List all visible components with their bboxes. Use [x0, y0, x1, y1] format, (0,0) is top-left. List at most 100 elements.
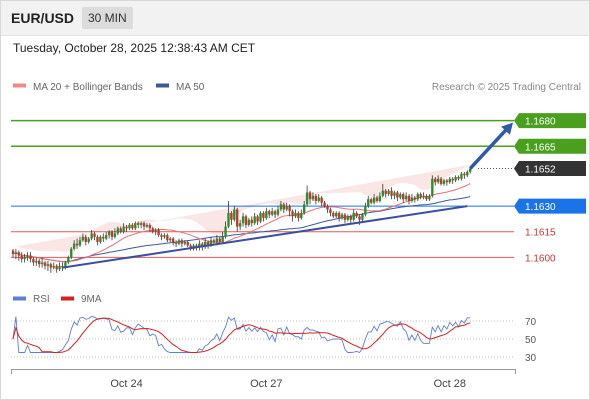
candle-body: [75, 243, 79, 246]
candle-body: [145, 224, 149, 227]
level-tag-1.1680: [514, 113, 586, 129]
candle-body: [110, 231, 114, 237]
candle-body: [396, 192, 399, 198]
rsi-level-label: 30: [525, 353, 537, 364]
candle-body: [212, 240, 216, 242]
candle-body: [416, 194, 419, 200]
candle-body: [317, 197, 320, 201]
candle-body: [55, 265, 58, 270]
candle-body: [174, 241, 178, 244]
candle-body: [58, 265, 61, 270]
candle-body: [302, 204, 306, 213]
candle-body: [381, 190, 385, 196]
candle-body: [40, 262, 44, 265]
candle-body: [434, 178, 437, 183]
candle-body: [445, 180, 449, 183]
candle-body: [70, 248, 73, 258]
candle-body: [273, 211, 277, 215]
rsi-legend-label: 9MA: [81, 294, 102, 305]
candle-body: [413, 197, 417, 200]
candle-body: [387, 190, 390, 195]
rsi-level-label: 50: [525, 335, 537, 346]
candle-body: [84, 236, 87, 242]
candle-body: [247, 219, 251, 225]
candle-body: [180, 240, 184, 244]
candle-body: [23, 257, 26, 260]
candle-body: [244, 216, 248, 225]
candle-body: [250, 219, 253, 224]
candle-body: [113, 233, 117, 237]
candle-body: [320, 197, 323, 203]
candle-body: [20, 255, 23, 260]
candle-body: [276, 209, 280, 215]
candle-body: [139, 223, 143, 225]
candle-body: [448, 178, 451, 183]
bollinger-band: [13, 164, 471, 252]
candle-body: [26, 255, 29, 258]
projection-arrow-shaft: [468, 125, 511, 170]
candle-body: [116, 228, 120, 234]
candle-body: [329, 209, 332, 213]
candle-body: [163, 235, 166, 237]
candle-body: [221, 236, 224, 242]
rsi-legend-swatch: [61, 296, 74, 301]
candle-body: [198, 243, 201, 248]
candle-body: [160, 235, 163, 237]
candle-body: [206, 241, 210, 246]
candle-body: [372, 197, 376, 203]
candle-body: [46, 264, 50, 266]
candle-body: [332, 212, 335, 217]
candle-body: [93, 233, 96, 237]
candle-body: [355, 212, 358, 217]
candle-body: [384, 190, 387, 195]
candle-body: [102, 236, 105, 239]
candle-body: [422, 195, 425, 198]
candle-body: [291, 211, 294, 217]
candle-body: [157, 230, 160, 236]
candle-body: [125, 226, 128, 229]
level-label-1.1630: 1.1630: [525, 202, 556, 213]
candle-body: [241, 216, 245, 224]
candle-body: [72, 243, 76, 249]
candle-body: [428, 195, 431, 200]
candle-body: [410, 197, 414, 201]
candle-body: [451, 178, 454, 181]
candle-body: [311, 195, 315, 200]
candle-body: [227, 212, 230, 227]
candle-body: [349, 216, 352, 220]
candle-body: [38, 260, 41, 265]
timeframe-button[interactable]: 30 MIN: [82, 7, 133, 29]
candle-body: [87, 238, 90, 242]
candle-body: [431, 178, 434, 196]
candle-body: [49, 264, 53, 268]
candle-body: [256, 216, 259, 222]
candle-body: [314, 195, 318, 201]
candle-body: [154, 230, 157, 232]
candle-body: [323, 202, 326, 207]
candle-body: [390, 190, 393, 196]
candle-body: [468, 168, 472, 172]
candle-body: [32, 259, 35, 263]
candle-body: [369, 199, 373, 203]
candle-body: [375, 197, 379, 201]
candle-body: [90, 233, 93, 239]
rsi-ma-line: [12, 317, 471, 353]
candle-body: [186, 241, 189, 246]
level-tag-1.1665: [514, 138, 586, 154]
candle-body: [253, 216, 256, 224]
level-tag-1.1630: [514, 198, 586, 214]
candle-body: [288, 206, 291, 212]
candle-body: [17, 252, 21, 256]
candle-body: [169, 238, 172, 241]
candle-body: [279, 204, 283, 210]
candle-body: [268, 211, 271, 215]
candle-body: [137, 223, 140, 225]
candle-body: [128, 224, 131, 229]
candle-body: [233, 209, 236, 220]
chart-header: EUR/USD 30 MIN: [0, 0, 590, 36]
candle-body: [99, 236, 102, 242]
rsi-legend-label: RSI: [33, 294, 50, 305]
candle-body: [131, 224, 134, 229]
candle-body: [378, 195, 382, 201]
candle-body: [134, 223, 137, 229]
